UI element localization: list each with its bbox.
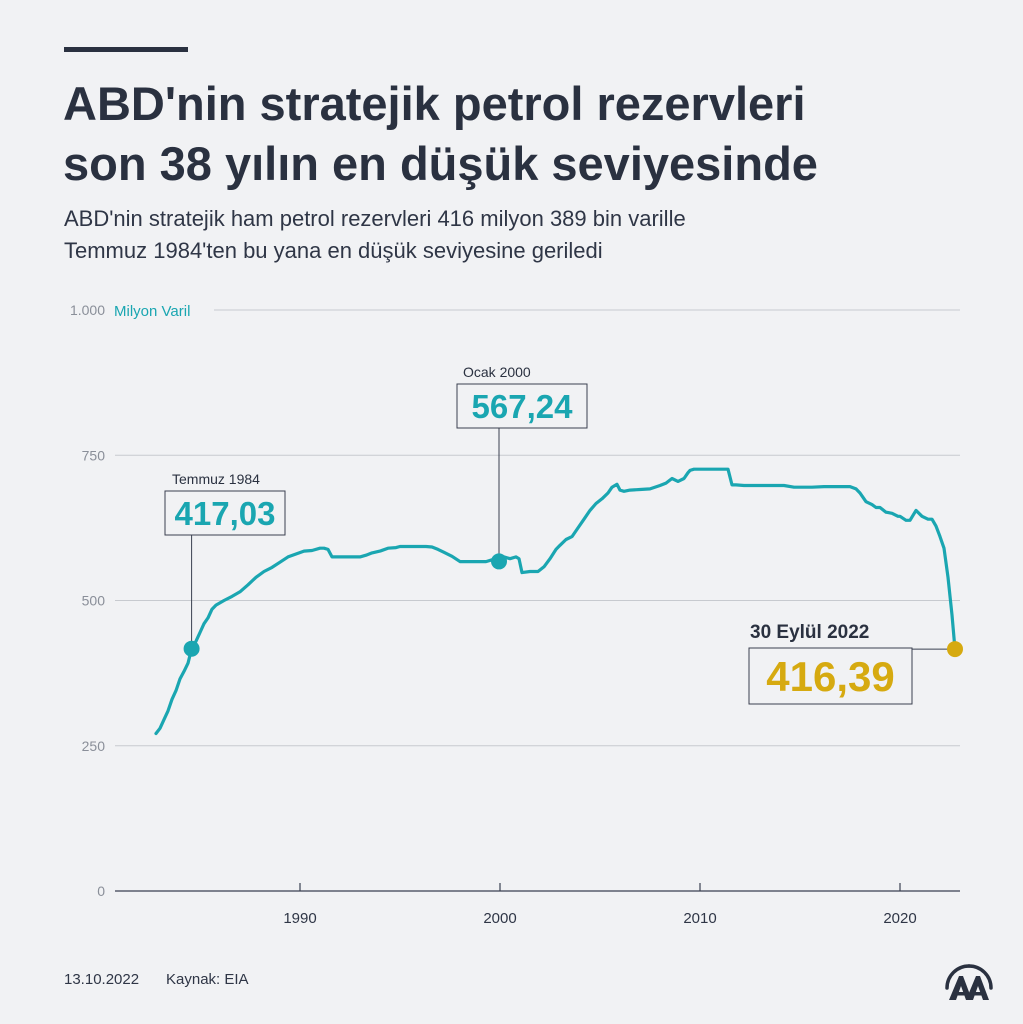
aa-logo-icon: AA (945, 964, 993, 1000)
page-title: ABD'nin stratejik petrol rezervleri son … (63, 74, 963, 194)
annotation-layer: Temmuz 1984 417,03 Ocak 2000 567,24 30 Eylül… (164, 364, 963, 705)
title-line-2: son 38 yılın en düşük seviyesinde (63, 137, 818, 190)
series-line (154, 467, 957, 736)
y-axis-label: Milyon Varil (114, 303, 190, 320)
data-point-marker (947, 641, 963, 658)
annotation-value: 416,39 (766, 653, 894, 700)
annotation-box (164, 490, 286, 536)
x-axis: 1990 2000 2010 2020 (283, 883, 917, 927)
annotation-value: 567,24 (472, 388, 574, 425)
x-tick-label: 2000 (483, 910, 516, 927)
series-layer (154, 467, 957, 736)
y-tick-label: 0 (97, 883, 105, 899)
page-subtitle: ABD'nin stratejik ham petrol rezervleri … (64, 203, 964, 267)
y-tick-label: 1.000 (70, 302, 105, 318)
x-tick-label: 1990 (283, 910, 316, 927)
y-tick-label: 750 (82, 447, 106, 463)
grid-layer: 0 250 500 750 1.000 Milyon Varil (70, 302, 960, 899)
title-line-1: ABD'nin stratejik petrol rezervleri (63, 77, 806, 130)
annotation-box (456, 383, 588, 429)
footer-date: 13.10.2022 (64, 971, 140, 988)
y-tick-label: 250 (82, 738, 106, 754)
x-tick-label: 2020 (883, 910, 916, 927)
annotation-date: Ocak 2000 (463, 364, 531, 380)
annotation-box (748, 647, 913, 705)
x-tick-label: 2010 (683, 910, 716, 927)
data-point-marker (491, 553, 507, 570)
annotation-date: 30 Eylül 2022 (750, 622, 869, 643)
top-rule (64, 47, 188, 52)
data-point-marker (183, 640, 200, 657)
annotation-date: Temmuz 1984 (172, 471, 260, 487)
subtitle-line-2: Temmuz 1984'ten bu yana en düşük seviyes… (64, 238, 603, 263)
annotation-value: 417,03 (175, 495, 276, 532)
subtitle-line-1: ABD'nin stratejik ham petrol rezervleri … (64, 206, 686, 231)
y-tick-label: 500 (82, 593, 106, 609)
footer-source: Kaynak: EIA (166, 971, 249, 988)
